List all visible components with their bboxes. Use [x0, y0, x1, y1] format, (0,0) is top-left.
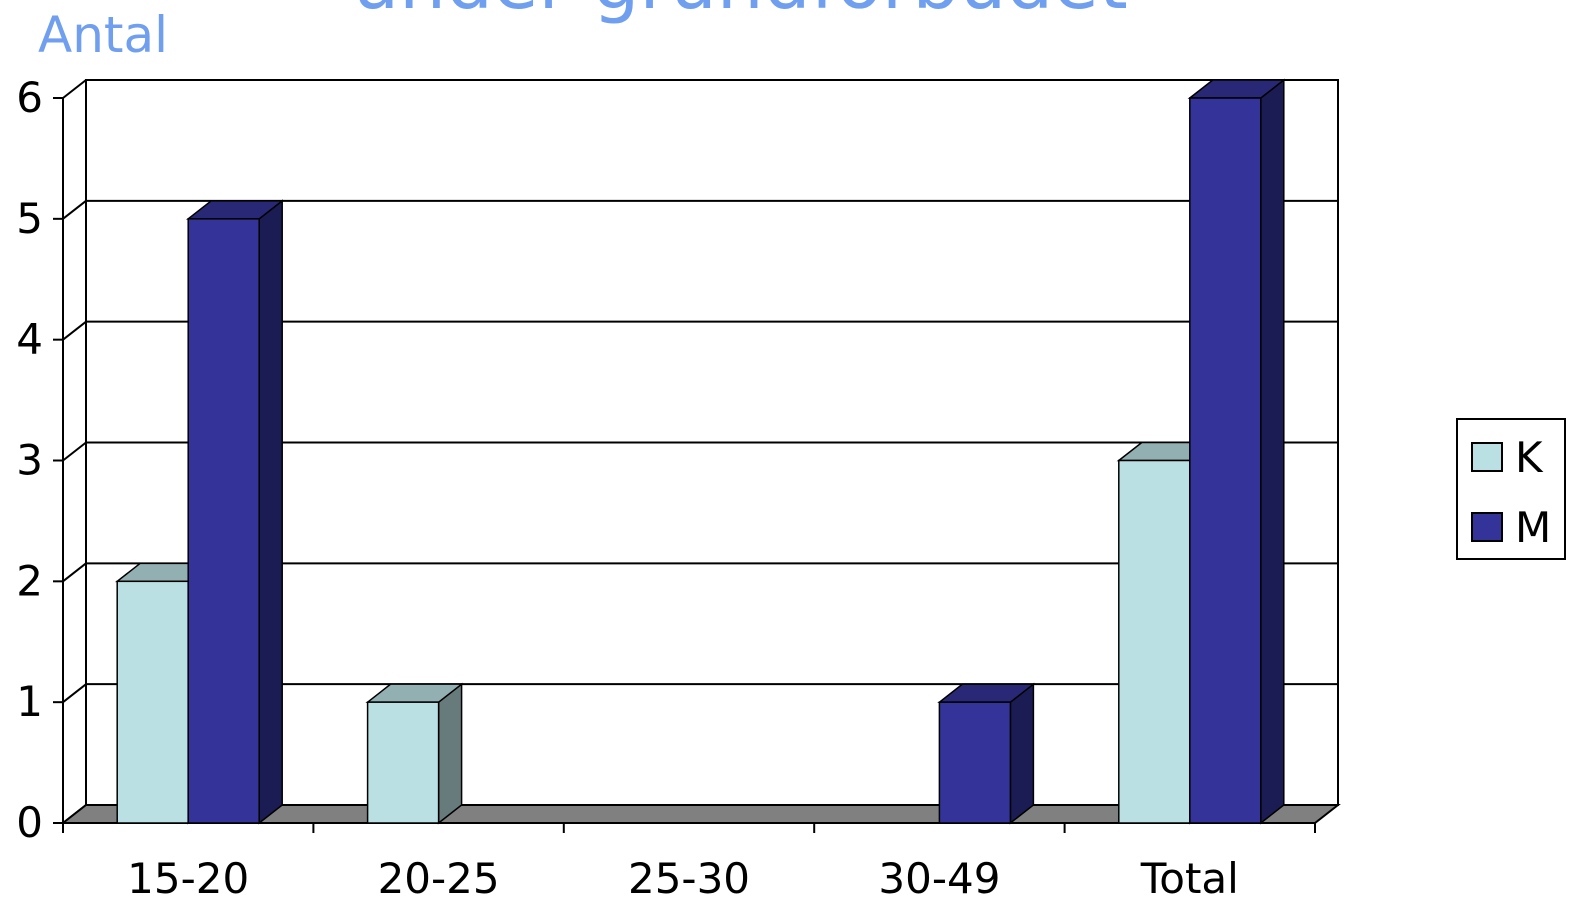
- x-tick-label-1: 20-25: [378, 854, 500, 903]
- legend-label-k: K: [1515, 433, 1544, 482]
- bar-m-Total: [1187, 78, 1286, 825]
- bar-front: [187, 218, 260, 824]
- bar-k-20-25: [365, 682, 464, 825]
- x-tick-label-4: Total: [1140, 854, 1239, 903]
- side-wall-line-2: [62, 562, 87, 583]
- y-tick-label-3: 3: [16, 436, 43, 485]
- axes: [53, 97, 1316, 833]
- legend-swatch-m: [1471, 512, 1503, 542]
- bar-side: [437, 682, 463, 825]
- side-wall-line-4: [62, 320, 87, 341]
- bar-m-15-20: [186, 199, 285, 825]
- x-tick-label-3: 30-49: [878, 854, 1000, 903]
- y-tick-label-4: 4: [16, 315, 43, 364]
- bars: [115, 78, 1286, 825]
- y-tick-label-1: 1: [16, 677, 43, 726]
- y-tick-labels: 0 1 2 3 4 5 6: [16, 73, 43, 847]
- bar-side: [1260, 78, 1285, 825]
- bar-front: [1189, 97, 1262, 824]
- bar-side: [1009, 682, 1035, 825]
- legend-swatch-k: [1471, 442, 1503, 472]
- y-tick-label-6: 6: [16, 73, 43, 122]
- side-wall-line-6: [62, 79, 87, 99]
- y-tick-label-5: 5: [16, 194, 43, 243]
- bar-front: [366, 701, 440, 824]
- legend-label-m: M: [1515, 503, 1551, 552]
- x-tick-label-2: 25-30: [628, 854, 750, 903]
- side-wall-line-1: [62, 683, 87, 703]
- x-tick-labels: 15-20 20-25 25-30 30-49 Total: [127, 854, 1239, 903]
- bar-front: [116, 580, 189, 824]
- side-wall-line-5: [62, 200, 87, 220]
- bar-side: [258, 199, 283, 825]
- x-tick-label-0: 15-20: [127, 854, 249, 903]
- y-tick-label-0: 0: [16, 798, 43, 847]
- chart-title: under grundförbudet: [352, 0, 1128, 26]
- bar-front: [938, 701, 1012, 824]
- y-axis-label: Antal: [38, 6, 168, 64]
- y-tick-label-2: 2: [16, 556, 43, 605]
- bar-m-30-49: [937, 682, 1036, 825]
- bar-front: [1118, 459, 1191, 824]
- legend: K M: [1456, 418, 1566, 560]
- side-wall-line-3: [62, 441, 87, 462]
